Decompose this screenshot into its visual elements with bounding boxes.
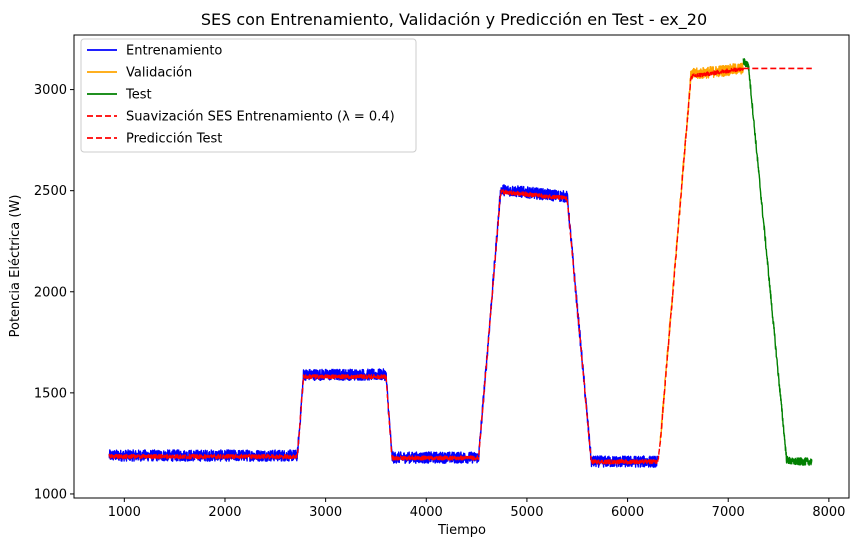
- x-tick-label: 8000: [812, 505, 845, 520]
- plot-frame: [73, 34, 850, 499]
- y-tick-label: 1000: [34, 487, 67, 502]
- x-axis-label: Tiempo: [437, 523, 486, 538]
- series-line: [659, 62, 744, 445]
- x-tick-label: 4000: [410, 505, 443, 520]
- legend-label: Suavización SES Entrenamiento (λ = 0.4): [126, 110, 395, 125]
- y-tick-label: 1500: [34, 386, 67, 401]
- legend-label: Entrenamiento: [126, 44, 222, 59]
- x-tick-label: 3000: [309, 505, 342, 520]
- legend-label: Predicción Test: [126, 132, 222, 147]
- y-tick-label: 2500: [34, 184, 67, 199]
- series-line: [108, 66, 744, 465]
- y-tick-label: 2000: [34, 285, 67, 300]
- y-tick-label: 3000: [34, 83, 67, 98]
- series-line: [742, 58, 813, 466]
- legend: Entrenamiento Validación Test Suavización S…: [80, 38, 417, 153]
- y-axis: 1000 1500 2000 2500 3000: [34, 83, 74, 502]
- x-tick-label: 6000: [611, 505, 644, 520]
- x-tick-label: 2000: [208, 505, 241, 520]
- series-line: [108, 184, 659, 468]
- plot-area: [108, 58, 813, 468]
- legend-label: Validación: [126, 66, 192, 81]
- x-axis: 1000 2000 3000 4000 5000 6000 7000 8000: [108, 498, 845, 520]
- x-tick-label: 7000: [712, 505, 745, 520]
- x-tick-label: 5000: [510, 505, 543, 520]
- y-axis-label: Potencia Eléctrica (W): [8, 195, 23, 338]
- legend-label: Test: [125, 88, 152, 103]
- legend-box: [80, 38, 417, 153]
- x-tick-label: 1000: [108, 505, 141, 520]
- chart-title: SES con Entrenamiento, Validación y Pred…: [201, 10, 707, 30]
